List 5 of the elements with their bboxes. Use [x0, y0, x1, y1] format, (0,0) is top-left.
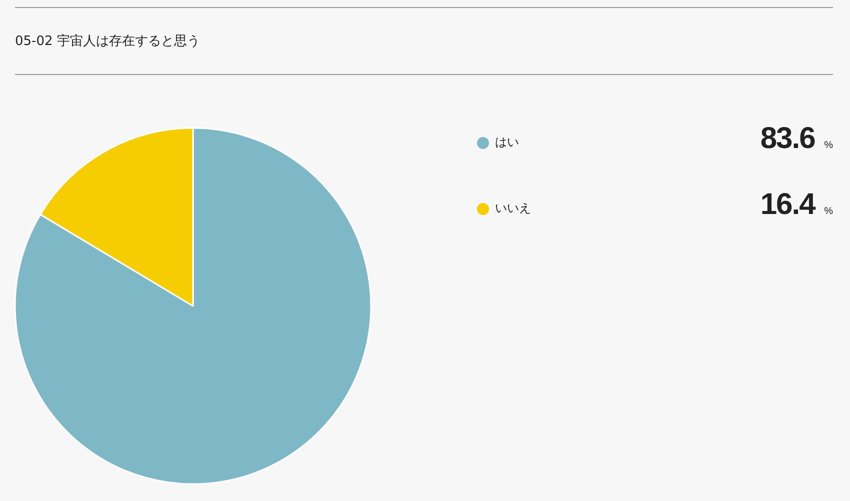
legend-label: いいえ — [495, 200, 531, 217]
data-label: 16.4 % — [760, 188, 833, 222]
chart-title: 05-02 宇宙人は存在すると思う — [15, 33, 200, 50]
data-label: 83.6 % — [760, 122, 833, 156]
legend-label: はい — [495, 134, 519, 151]
